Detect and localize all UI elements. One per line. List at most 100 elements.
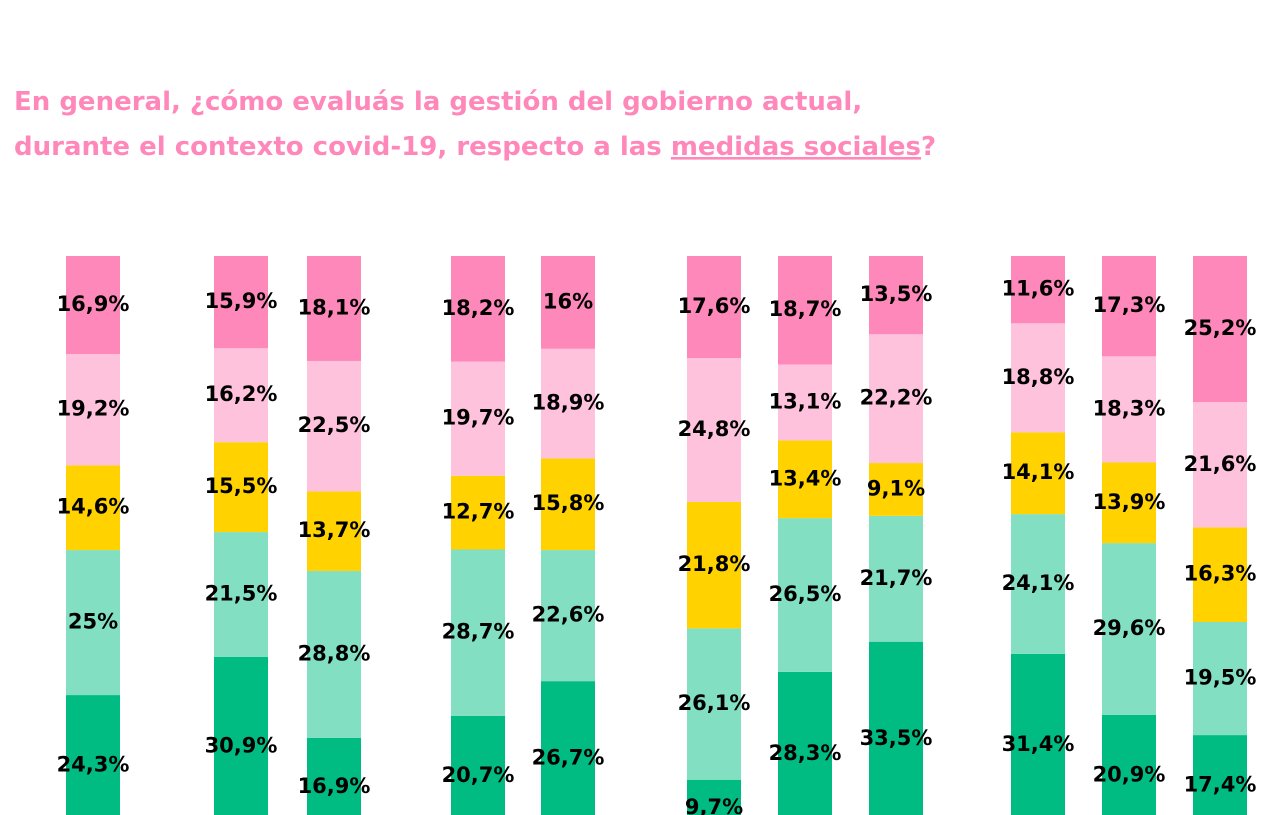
data-label: 17,3% (1093, 293, 1166, 317)
data-label: 18,3% (1093, 396, 1166, 420)
data-label: 16,9% (298, 774, 371, 798)
bar-segment (1011, 256, 1065, 324)
data-label: 31,4% (1002, 732, 1075, 756)
data-label: 14,6% (57, 495, 130, 519)
title-emphasis: medidas sociales (671, 132, 921, 162)
data-label: 9,7% (685, 795, 743, 815)
data-label: 19,7% (442, 406, 515, 430)
data-label: 13,5% (860, 282, 933, 306)
data-label: 25% (68, 610, 118, 634)
data-label: 24,1% (1002, 571, 1075, 595)
data-label: 26,1% (678, 691, 751, 715)
bar-segment (307, 491, 361, 571)
data-label: 14,1% (1002, 460, 1075, 484)
bar-segment (214, 442, 268, 533)
bar-segment (214, 656, 268, 815)
data-label: 24,3% (57, 753, 130, 777)
chart-title-line: durante el contexto covid-19, respecto a… (14, 132, 936, 162)
bar-segment (869, 463, 923, 516)
bar-segment (451, 475, 505, 550)
bar-segment (451, 256, 505, 362)
bar-segment (869, 334, 923, 464)
data-label: 18,7% (769, 297, 842, 321)
bar-segment (778, 518, 832, 672)
bar-segment (869, 256, 923, 335)
bar-segment (1193, 735, 1247, 815)
bar-segment (541, 348, 595, 459)
bar-segment (687, 256, 741, 359)
data-label: 15,5% (205, 474, 278, 498)
data-label: 19,5% (1184, 666, 1257, 690)
bar-segment (214, 532, 268, 657)
bar-segment (541, 550, 595, 682)
data-label: 17,4% (1184, 773, 1257, 797)
bar-segment (1011, 514, 1065, 654)
data-label: 30,9% (205, 733, 278, 757)
bar-segment (307, 570, 361, 738)
title-part: durante el contexto covid-19, respecto a… (14, 132, 671, 162)
bar-segment (1102, 543, 1156, 715)
bar-segment (1011, 653, 1065, 815)
data-label: 9,1% (867, 476, 925, 500)
data-label: 15,9% (205, 289, 278, 313)
bar-segment (1102, 256, 1156, 357)
data-label: 22,2% (860, 386, 933, 410)
data-label: 22,5% (298, 413, 371, 437)
bar-segment (1011, 432, 1065, 515)
bar-segment (541, 458, 595, 551)
data-label: 28,8% (298, 641, 371, 665)
title-part: ? (921, 132, 936, 162)
bar-segment (451, 715, 505, 815)
data-label: 13,4% (769, 466, 842, 490)
bar-segment (66, 550, 120, 696)
data-label: 20,9% (1093, 762, 1166, 786)
bar-segment (778, 256, 832, 365)
data-label: 22,6% (532, 603, 605, 627)
bar-segment (541, 681, 595, 815)
bar-segment (1193, 402, 1247, 528)
chart-title-line: En general, ¿cómo evaluás la gestión del… (14, 87, 862, 117)
data-label: 16,9% (57, 292, 130, 316)
data-label: 25,2% (1184, 316, 1257, 340)
data-label: 28,7% (442, 620, 515, 644)
data-label: 13,7% (298, 518, 371, 542)
data-label: 26,7% (532, 746, 605, 770)
bar-segment (451, 361, 505, 476)
bar-segment (1193, 256, 1247, 403)
bar-segment (307, 256, 361, 361)
bar-segment (66, 256, 120, 355)
bar-segment (66, 354, 120, 466)
bar-segment (869, 641, 923, 815)
data-label: 21,7% (860, 566, 933, 590)
data-label: 33,5% (860, 726, 933, 750)
data-label: 16,2% (205, 382, 278, 406)
data-label: 15,8% (532, 491, 605, 515)
bar-segment (1011, 323, 1065, 433)
data-label: 21,5% (205, 581, 278, 605)
bar-segment (778, 440, 832, 519)
bar-segment (1102, 462, 1156, 544)
data-label: 18,2% (442, 296, 515, 320)
data-label: 18,8% (1002, 365, 1075, 389)
data-label: 11,6% (1002, 277, 1075, 301)
data-label: 21,8% (678, 552, 751, 576)
data-label: 21,6% (1184, 452, 1257, 476)
bar-segment (687, 779, 741, 815)
bar-segment (307, 360, 361, 492)
data-label: 28,3% (769, 741, 842, 765)
data-label: 29,6% (1093, 616, 1166, 640)
bar-segment (214, 256, 268, 349)
bar-segment (451, 549, 505, 716)
bar-segment (778, 364, 832, 441)
data-label: 26,5% (769, 582, 842, 606)
data-label: 18,9% (532, 391, 605, 415)
data-label: 24,8% (678, 417, 751, 441)
data-label: 13,1% (769, 389, 842, 413)
bar-segment (869, 515, 923, 642)
data-label: 18,1% (298, 295, 371, 319)
bar-segment (1102, 356, 1156, 463)
bar-segment (541, 256, 595, 349)
bar-segment (214, 348, 268, 443)
bar-segment (687, 628, 741, 780)
